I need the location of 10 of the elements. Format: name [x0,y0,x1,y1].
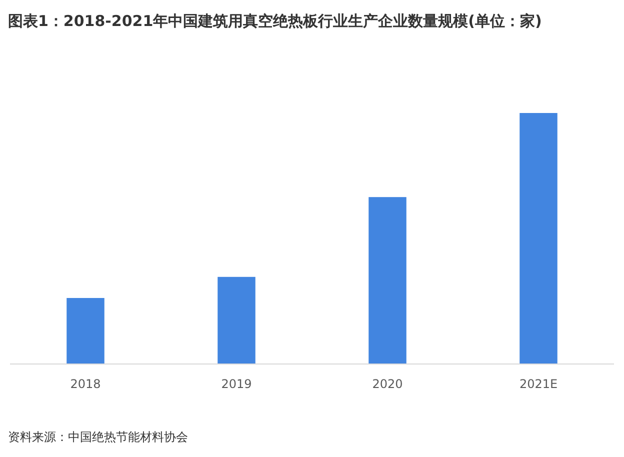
bar [368,197,406,364]
x-tick-label: 2021E [519,377,558,391]
bar [520,113,558,364]
text: 资料来源：中国绝热节能材料协会 [8,430,188,444]
chart-title: 图表1：2018-2021年中国建筑用真空绝热板行业生产企业数量规模(单位：家) [8,12,542,30]
x-tick-label: 2019 [221,377,252,391]
x-tick-label: 2018 [70,377,101,391]
bar [66,298,104,364]
bar [218,276,256,364]
x-tick-label: 2020 [372,377,403,391]
